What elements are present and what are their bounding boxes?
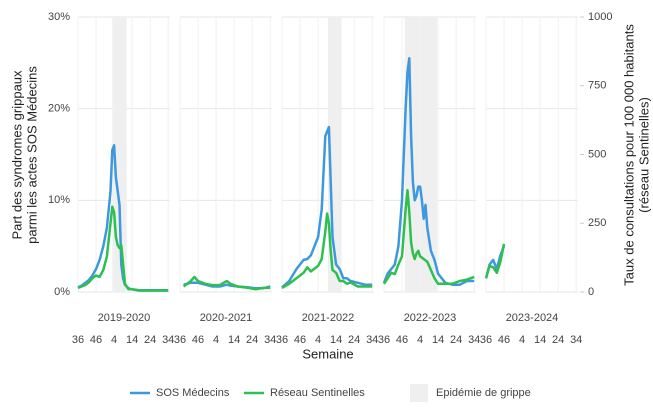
x-tick-label: 46 [90,334,102,346]
x-tick-label: 34 [468,334,480,346]
y-axis-title: Part des syndromes grippaux [9,70,24,240]
y-tick-label: 0% [54,286,70,298]
x-axis-title: Semaine [302,346,353,361]
x-tick-label: 34 [264,334,276,346]
x-tick-label: 34 [366,334,378,346]
x-tick-label: 46 [498,334,510,346]
series-line [281,212,373,289]
x-tick-label: 24 [348,334,360,346]
series-line [382,189,475,286]
x-tick-label: 34 [162,334,174,346]
x-tick-label: 24 [246,334,258,346]
y-axis-title: parmi les actes SOS Médecins [24,66,39,244]
facet-title: 2023-2024 [506,312,559,324]
series-line [484,243,506,279]
facet-title: 2021-2022 [302,312,355,324]
x-tick-label: 24 [552,334,564,346]
x-tick-label: 4 [315,334,321,346]
series-line [281,125,373,289]
y-tick-label: 10% [48,194,70,206]
x-tick-label: 4 [111,334,117,346]
x-tick-label: 36 [378,334,390,346]
x-tick-label: 4 [519,334,525,346]
facet-title: 2022-2023 [404,312,457,324]
x-tick-label: 14 [228,334,240,346]
x-tick-label: 46 [396,334,408,346]
x-tick-label: 46 [294,334,306,346]
legend-label: Epidémie de grippe [436,387,531,399]
y2-axis-title: (réseau Sentinelles) [636,97,651,213]
x-tick-label: 14 [126,334,138,346]
x-tick-label: 24 [450,334,462,346]
series-line [382,57,475,286]
x-tick-label: 36 [276,334,288,346]
series-line [183,281,271,290]
x-tick-label: 14 [534,334,546,346]
x-tick-label: 4 [417,334,423,346]
x-tick-label: 4 [213,334,219,346]
y2-tick-label: 1000 [588,11,612,23]
legend-swatch [410,384,428,402]
x-tick-label: 36 [174,334,186,346]
x-tick-label: 14 [432,334,444,346]
facet-title: 2019-2020 [98,312,151,324]
facet-title: 2020-2021 [200,312,253,324]
y-tick-label: 30% [48,11,70,23]
x-tick-label: 34 [570,334,582,346]
y2-tick-label: 500 [588,148,606,160]
series-line [77,205,169,292]
x-tick-label: 46 [192,334,204,346]
legend-label: Réseau Sentinelles [270,387,365,399]
y-tick-label: 20% [48,103,70,115]
x-tick-label: 36 [72,334,84,346]
x-tick-label: 14 [330,334,342,346]
y2-tick-label: 750 [588,80,606,92]
y2-tick-label: 0 [588,286,594,298]
legend-label: SOS Médecins [156,387,230,399]
x-tick-label: 36 [480,334,492,346]
x-tick-label: 24 [144,334,156,346]
y2-tick-label: 250 [588,217,606,229]
series-line [182,275,271,291]
y2-axis-title: Taux de consultations pour 100 000 habit… [621,24,636,286]
